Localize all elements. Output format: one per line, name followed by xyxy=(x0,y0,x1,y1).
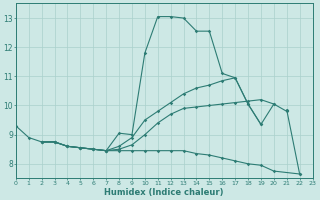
X-axis label: Humidex (Indice chaleur): Humidex (Indice chaleur) xyxy=(104,188,224,197)
